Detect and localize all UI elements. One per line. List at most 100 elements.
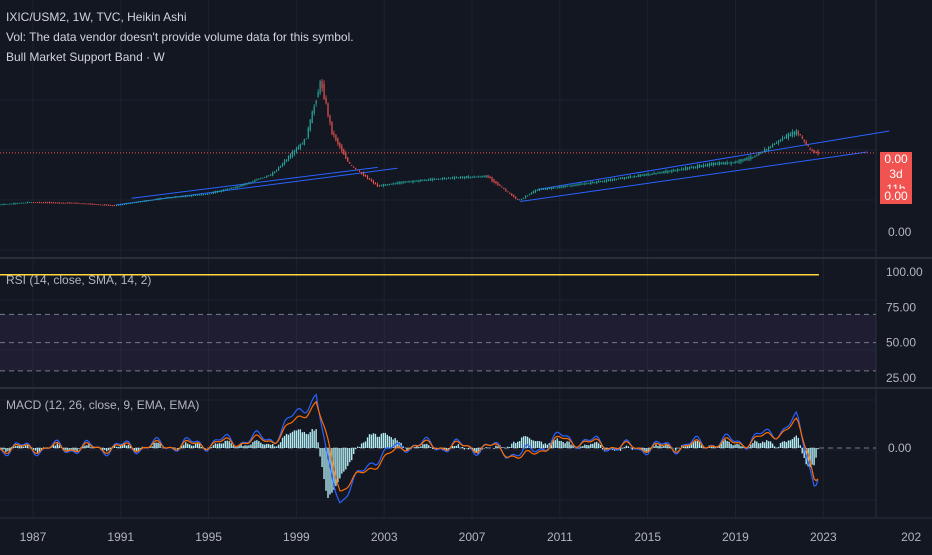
macd-pane-label[interactable]: MACD (12, 26, close, 9, EMA, EMA): [6, 398, 199, 412]
candle-body: [810, 149, 811, 150]
macd-histogram-bar: [211, 447, 212, 448]
candle-body: [365, 175, 366, 177]
macd-histogram-bar: [462, 447, 463, 448]
macd-histogram-bar: [523, 436, 524, 448]
candle-body: [359, 171, 360, 172]
macd-histogram-bar: [794, 437, 795, 448]
candle-body: [225, 190, 226, 191]
macd-histogram-bar: [501, 447, 502, 448]
candle-body: [159, 198, 160, 199]
candle-body: [205, 194, 206, 195]
candle-body: [163, 198, 164, 199]
macd-histogram-bar: [347, 448, 348, 466]
candle-body: [383, 185, 384, 187]
macd-histogram-bar: [503, 447, 504, 448]
candle-body: [57, 203, 58, 204]
time-axis-label: 202: [901, 530, 921, 544]
candle-body: [574, 185, 575, 186]
rsi-axis-label: 25.00: [886, 371, 916, 385]
candle-body: [780, 140, 781, 141]
candle-body: [792, 132, 793, 137]
candle-body: [487, 175, 488, 177]
candle-body: [333, 133, 334, 135]
macd-histogram-bar: [568, 442, 569, 448]
candle-body: [177, 197, 178, 198]
macd-histogram-bar: [294, 430, 295, 448]
macd-histogram-bar: [730, 444, 731, 448]
candle-body: [90, 204, 91, 205]
macd-histogram-bar: [562, 442, 563, 448]
candle-body: [209, 194, 210, 195]
macd-histogram-bar: [278, 445, 279, 448]
candle-body: [719, 162, 720, 165]
candle-body: [17, 203, 18, 204]
candle-body: [369, 178, 370, 179]
candle-body: [110, 205, 111, 206]
macd-histogram-bar: [426, 444, 427, 448]
macd-histogram-bar: [657, 446, 658, 448]
macd-histogram-bar: [813, 448, 814, 465]
candle-body: [638, 175, 639, 177]
indicator-legend[interactable]: Bull Market Support Band · W: [6, 50, 165, 64]
candle-body: [531, 193, 532, 194]
candle-body: [213, 192, 214, 194]
candle-body: [717, 164, 718, 165]
macd-histogram-bar: [389, 436, 390, 448]
macd-histogram-bar: [201, 447, 202, 448]
candle-body: [576, 185, 577, 186]
candle-body: [499, 185, 500, 186]
macd-histogram-bar: [157, 443, 158, 448]
macd-histogram-bar: [355, 448, 356, 449]
candle-body: [375, 183, 376, 184]
candle-body: [746, 158, 747, 161]
symbol-legend[interactable]: IXIC/USM2, 1W, TVC, Heikin Ashi: [6, 10, 187, 24]
macd-histogram-bar: [485, 447, 486, 448]
candle-body: [323, 84, 324, 99]
macd-histogram-bar: [422, 444, 423, 448]
candle-body: [221, 190, 222, 192]
candle-body: [788, 134, 789, 139]
candle-body: [59, 202, 60, 203]
candle-body: [711, 163, 712, 165]
candle-body: [169, 197, 170, 198]
candle-body: [513, 195, 514, 197]
candle-body: [412, 180, 413, 182]
macd-histogram-bar: [189, 444, 190, 448]
candle-body: [545, 189, 546, 190]
candle-body: [124, 204, 125, 205]
time-axis-label: 1995: [195, 530, 222, 544]
candle-body: [274, 172, 275, 173]
macd-histogram-bar: [304, 432, 305, 448]
volume-legend: Vol: The data vendor doesn't provide vol…: [6, 30, 354, 44]
candle-body: [422, 180, 423, 181]
macd-histogram-bar: [663, 446, 664, 448]
candle-body: [61, 203, 62, 204]
candle-body: [308, 128, 309, 138]
macd-histogram-bar: [736, 444, 737, 448]
macd-histogram-bar: [229, 441, 230, 448]
macd-histogram-bar: [310, 432, 311, 448]
candle-body: [468, 176, 469, 178]
rsi-pane-label[interactable]: RSI (14, close, SMA, 14, 2): [6, 273, 151, 287]
candle-body: [272, 173, 273, 176]
macd-histogram-bar: [276, 446, 277, 448]
candle-body: [458, 177, 459, 178]
candle-body: [578, 184, 579, 185]
candle-body: [507, 192, 508, 193]
candle-body: [669, 171, 670, 172]
macd-histogram-bar: [555, 440, 556, 448]
candle-body: [65, 203, 66, 204]
macd-histogram-bar: [533, 441, 534, 448]
candle-body: [681, 169, 682, 170]
candle-body: [387, 184, 388, 185]
candle-body: [171, 197, 172, 198]
macd-histogram-bar: [497, 446, 498, 448]
candle-body: [88, 204, 89, 205]
macd-histogram-bar: [811, 448, 812, 465]
macd-histogram-bar: [232, 445, 233, 448]
macd-histogram-bar: [645, 448, 646, 452]
macd-histogram-bar: [728, 442, 729, 448]
candle-body: [373, 181, 374, 184]
macd-histogram-bar: [367, 437, 368, 448]
macd-histogram-bar: [754, 441, 755, 448]
